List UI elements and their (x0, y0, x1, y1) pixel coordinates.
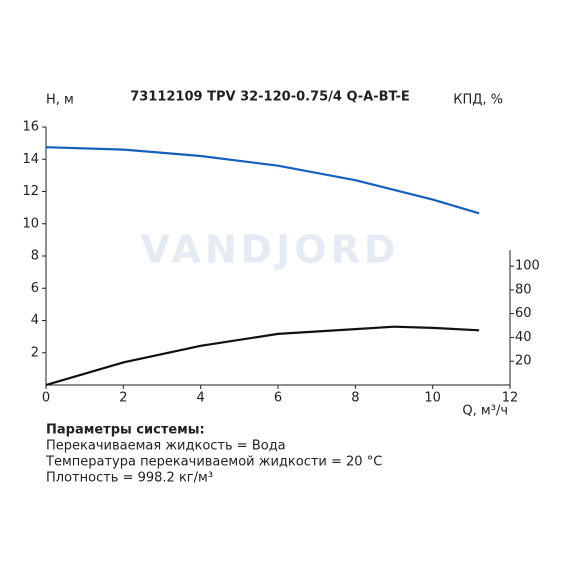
x-tick-label: 2 (119, 391, 127, 406)
y-tick-label: 16 (22, 120, 39, 135)
y-tick-label: 2 (31, 345, 39, 360)
x-tick-label: 10 (424, 391, 441, 406)
y2-tick-label: 100 (515, 259, 540, 274)
y-tick-label: 8 (31, 249, 39, 264)
notes-heading: Параметры системы: (46, 423, 205, 438)
chart-title: 73112109 TPV 32-120-0.75/4 Q-A-BT-E (130, 90, 410, 105)
y-tick-label: 4 (31, 313, 39, 328)
note-line: Температура перекачиваемой жидкости = 20… (45, 455, 382, 470)
y-tick-label: 14 (22, 152, 39, 167)
y2-tick-label: 40 (515, 330, 532, 345)
y2-tick-label: 20 (515, 354, 532, 369)
x-axis-label: Q, м³/ч (462, 404, 508, 419)
series-line (45, 325, 480, 387)
x-tick-label: 0 (42, 391, 50, 406)
y2-tick-label: 60 (515, 306, 532, 321)
note-line: Перекачиваемая жидкость = Вода (46, 439, 286, 454)
x-tick-label: 6 (274, 391, 282, 406)
note-line: Плотность = 998.2 кг/м³ (46, 471, 213, 486)
y-tick-label: 10 (22, 216, 39, 231)
x-tick-label: 12 (502, 391, 519, 406)
y-tick-label: 12 (22, 184, 39, 199)
y-tick-label: 6 (31, 281, 39, 296)
x-tick-label: 8 (351, 391, 359, 406)
x-tick-label: 4 (197, 391, 205, 406)
y2-tick-label: 80 (515, 282, 532, 297)
y2-axis-label: КПД, % (453, 93, 503, 108)
series-line (45, 146, 480, 215)
watermark: VANDJORD (141, 228, 400, 272)
y-axis-label: H, м (46, 93, 74, 108)
